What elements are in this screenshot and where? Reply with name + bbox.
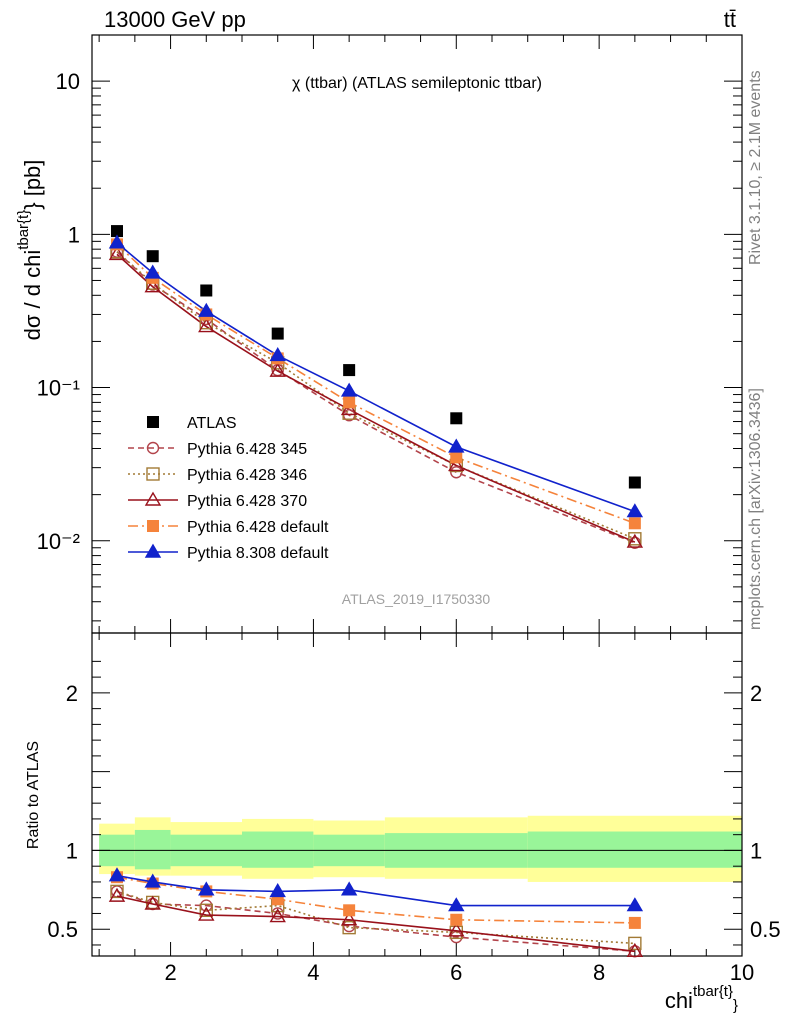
data-point-p6def [450,451,463,464]
data-point-p370 [340,401,358,416]
data-point-p370 [198,318,215,333]
ratio-point-p8def [269,883,286,898]
mcplots-label: mcplots.cern.ch [arXiv:1306.3436] [747,388,764,630]
y-axis-label: dσ / d chitbar{t}} [pb] [15,160,45,341]
ratio-point-p370 [626,942,644,957]
data-point-p8def [198,302,215,317]
ratio-point-p6def [450,913,463,926]
legend-label-atlas: ATLAS [187,415,237,432]
uncertainty-band-inner [242,831,314,868]
ratio-point-p8def [198,881,215,896]
ratio-point-p346 [628,936,642,951]
rivet-label: Rivet 3.1.10, ≥ 2.1M events [747,70,764,265]
series-line-p345 [116,251,636,544]
x-tick-label: 4 [307,960,319,985]
uncertainty-band-inner [527,831,742,868]
y-tick-label-right: 1 [750,838,762,863]
x-tick-label: 8 [593,960,605,985]
data-point-p370 [448,457,465,472]
y-tick-label-right: 0.5 [750,917,781,942]
ratio-y-axis-label: Ratio to ATLAS [25,741,42,849]
y-tick-label: 1 [68,222,80,247]
data-point-p370 [144,278,161,293]
y-tick-label: 0.5 [47,917,78,942]
legend-label-p8def: Pythia 8.308 default [187,545,329,562]
legend-label-p345: Pythia 6.428 345 [187,441,307,458]
x-tick-label: 2 [164,960,176,985]
data-point-p370 [626,533,644,548]
data-point-p370 [269,362,286,377]
ratio-point-p370 [269,908,286,923]
main-plot-frame [91,34,743,634]
data-point-atlas [271,327,284,340]
data-point-p6def [628,517,641,530]
legend-marker-p346 [146,467,160,481]
ratio-line-p6def [116,876,635,924]
legend-marker-atlas [147,416,159,428]
analysis-id: ATLAS_2019_I1750330 [342,591,491,607]
y-tick-label: 2 [66,681,78,706]
ratio-point-p370 [108,887,126,902]
legend-marker-p370 [144,491,162,506]
ratio-point-p370 [144,895,161,910]
ratio-point-p6def [343,904,356,917]
ratio-point-p8def [108,867,126,882]
series-line-p370 [116,253,636,543]
ratio-point-p346 [449,925,463,940]
legend-marker-p345 [146,441,160,455]
data-point-p8def [269,347,286,362]
ratio-point-p370 [198,906,215,921]
data-point-atlas [111,225,123,238]
ratio-point-p8def [340,881,358,896]
data-point-atlas [343,364,356,377]
ratio-plot-frame [91,632,743,957]
ratio-point-p370 [448,922,465,937]
ratio-line-p370 [116,895,635,953]
ratio-point-p345 [271,907,284,920]
data-point-p8def [144,264,161,279]
y-tick-label: 10 [56,69,80,94]
y-tick-label-right: 2 [750,681,762,706]
ratio-point-p8def [448,897,465,912]
data-point-p8def [448,438,465,453]
legend-label-p6def: Pythia 6.428 default [187,519,329,536]
ratio-point-p6def [628,916,641,929]
chart-title: χ (ttbar) (ATLAS semileptonic ttbar) [292,75,542,92]
data-point-p8def [626,503,644,518]
ratio-point-p346 [199,903,213,918]
ratio-point-p346 [342,920,356,935]
ratio-point-p8def [626,897,644,912]
data-point-atlas [628,476,641,489]
legend-label-p346: Pythia 6.428 346 [187,467,307,484]
uncertainty-band-inner [134,829,171,870]
y-tick-label: 10⁻² [37,529,80,554]
y-tick-label: 10⁻¹ [37,376,80,401]
process-label: tt̄ [724,7,736,32]
ratio-line-p345 [116,890,635,953]
x-axis-label: chitbar{t}} [665,983,738,1014]
collision-label: 13000 GeV pp [104,7,246,32]
x-tick-label: 6 [450,960,462,985]
data-point-p370 [108,245,126,261]
ratio-point-p370 [340,911,358,926]
legend-marker-p8def [144,543,162,558]
data-point-atlas [200,284,213,297]
data-point-p8def [108,234,126,249]
ratio-line-p346 [116,890,635,945]
data-point-atlas [146,250,159,263]
data-point-p8def [340,382,358,397]
data-point-p346 [628,532,642,546]
legend-label-p370: Pythia 6.428 370 [187,493,307,510]
data-point-atlas [450,412,463,425]
ratio-point-p346 [110,884,124,899]
legend-marker-p6def [147,520,159,532]
data-point-p345 [450,466,463,479]
ratio-point-p8def [144,873,161,888]
y-tick-label: 1 [66,838,78,863]
data-point-p6def [343,396,356,409]
main-plot: 10 1 10⁻¹ 10⁻² dσ / d chitbar{t}} [pb] χ (ttb… [15,34,743,634]
x-tick-label: 10 [730,960,754,985]
